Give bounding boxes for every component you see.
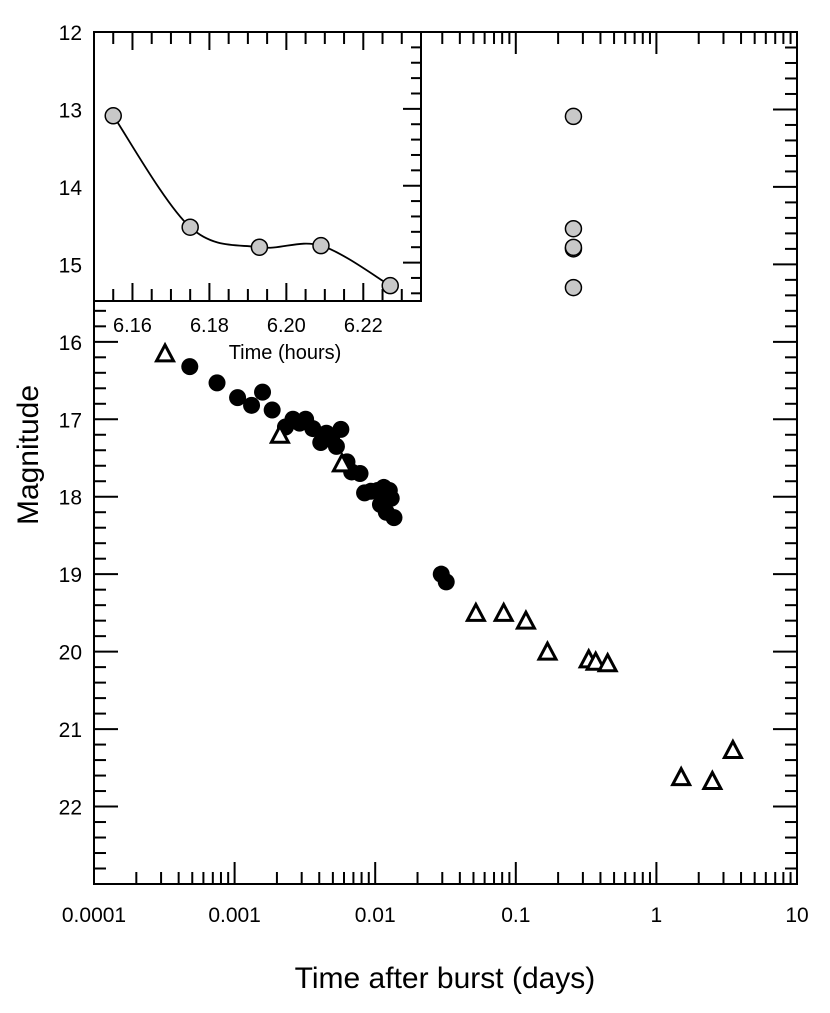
data-point-open-triangle (584, 650, 607, 671)
data-point-filled-circle (382, 489, 400, 507)
inset-x-tick-label: 6.22 (344, 315, 383, 337)
data-point-filled-circle (327, 437, 345, 455)
data-point-filled-circle (181, 358, 199, 376)
y-tick-label: 13 (59, 99, 82, 122)
inset-data-point (250, 238, 269, 256)
inset-data-point (104, 107, 122, 125)
data-point-filled-circle (263, 401, 281, 419)
y-tick-label: 18 (59, 487, 82, 510)
inset-data-point (381, 276, 399, 295)
x-tick-label: 0.001 (208, 904, 261, 927)
data-point-open-triangle (701, 769, 724, 790)
data-point-filled-circle (304, 420, 322, 438)
data-point-grey-circle (564, 238, 583, 257)
x-axis-label: Time after burst (days) (295, 962, 596, 995)
data-point-filled-circle (243, 396, 261, 414)
x-tick-label: 0.1 (501, 904, 530, 927)
data-point-open-triangle (268, 423, 291, 444)
inset-x-tick-label: 6.18 (190, 315, 229, 337)
data-point-open-triangle (492, 601, 515, 622)
data-point-filled-circle (208, 374, 226, 392)
data-point-open-triangle (721, 738, 744, 760)
inset-x-tick-label: 6.16 (113, 315, 152, 337)
data-point-grey-circle (564, 107, 583, 126)
x-tick-label: 1 (651, 904, 663, 927)
y-tick-label: 14 (59, 177, 83, 200)
inset-x-tick-label: 6.20 (267, 315, 306, 337)
inset-data-point (181, 218, 199, 236)
data-point-open-triangle (514, 608, 537, 630)
y-tick-label: 16 (59, 332, 82, 355)
y-tick-label: 19 (59, 564, 82, 587)
x-tick-label: 10 (785, 904, 808, 927)
data-point-open-triangle (670, 765, 693, 787)
inset-x-axis-label: Time (hours) (229, 342, 342, 364)
y-tick-label: 20 (59, 642, 82, 665)
data-point-open-triangle (596, 651, 619, 673)
data-point-grey-circle (564, 219, 583, 238)
y-tick-label: 17 (59, 409, 82, 432)
y-tick-label: 22 (59, 797, 82, 820)
data-point-filled-circle (437, 573, 455, 591)
x-tick-label: 0.0001 (62, 904, 126, 927)
data-point-filled-circle (385, 509, 403, 527)
y-tick-label: 15 (59, 254, 82, 277)
data-point-filled-circle (332, 420, 350, 438)
inset-data-point (312, 236, 330, 255)
y-tick-label: 12 (59, 22, 82, 45)
inset-frame (93, 31, 422, 302)
x-tick-label: 0.01 (355, 904, 396, 927)
data-point-open-triangle (330, 451, 353, 473)
data-point-filled-circle (351, 464, 369, 482)
data-point-filled-circle (254, 383, 272, 401)
plot-frame (93, 31, 798, 885)
data-point-filled-circle (229, 389, 247, 407)
data-point-open-triangle (464, 601, 487, 622)
data-point-open-triangle (536, 639, 559, 661)
y-tick-label: 21 (59, 719, 82, 742)
y-axis-label: Magnitude (12, 385, 45, 525)
data-point-open-triangle (154, 341, 177, 363)
data-point-grey-circle (564, 278, 583, 297)
